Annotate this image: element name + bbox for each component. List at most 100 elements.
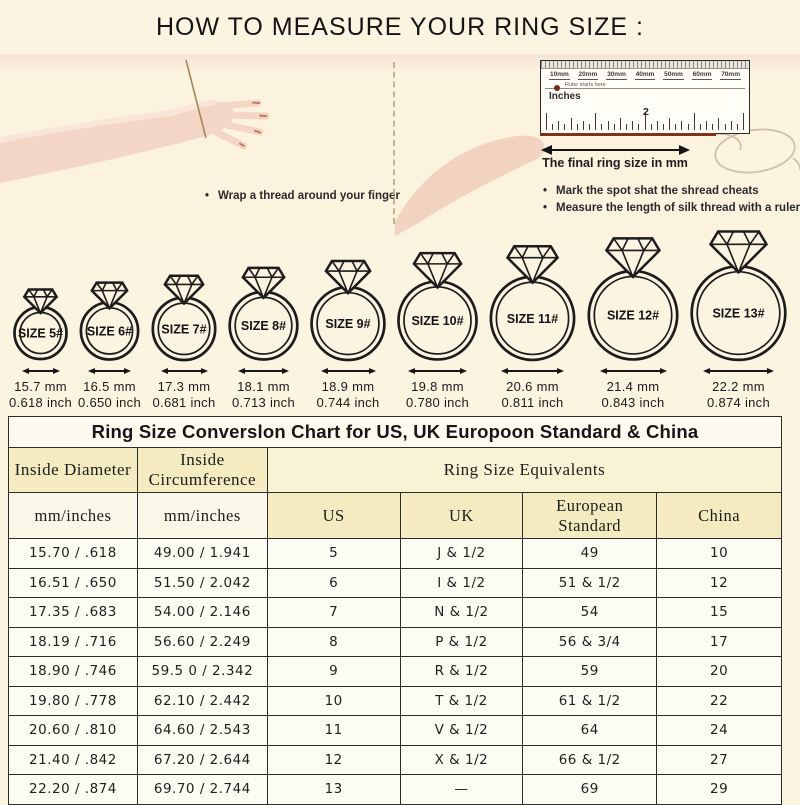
ring-size-label: SIZE 12# <box>607 309 659 323</box>
ruler-tick <box>570 118 572 130</box>
diamond-icon <box>163 274 205 306</box>
table-cell: 20 <box>656 656 782 687</box>
table-cell: 18.90 / .746 <box>8 656 138 687</box>
table-cell: 15 <box>656 597 782 628</box>
thread-line <box>185 59 207 139</box>
hand-with-thread-illustration <box>0 59 270 183</box>
ring-inch-value: 0.780 inch <box>406 395 469 410</box>
table-row: 17.35 / .683 54.00 / 2.146 7 N & 1/2 54 15 <box>8 597 782 628</box>
wrap-thread-panel: • Wrap a thread around your finger <box>0 54 400 238</box>
table-cell: 61 & 1/2 <box>522 685 658 716</box>
table-cell: 7 <box>266 597 401 628</box>
diamond-icon <box>708 230 769 275</box>
header-uk: UK <box>399 492 524 539</box>
table-cell: 17 <box>656 626 782 657</box>
ring-size-item: SIZE 9# 18.9 mm 0.744 inch <box>306 257 390 410</box>
ruler-tick <box>712 124 714 130</box>
table-row: 20.60 / .810 64.60 / 2.543 11 V & 1/2 64 24 <box>8 715 782 746</box>
table-cell: 54.00 / 2.146 <box>136 597 268 628</box>
diamond-icon <box>412 251 463 290</box>
table-cell: 12 <box>656 567 782 598</box>
double-arrow-icon <box>597 366 670 376</box>
ring-inch-value: 0.650 inch <box>78 395 141 410</box>
ruler-tick <box>638 124 640 130</box>
ruler-tick <box>718 118 720 130</box>
header-european-standard: European Standard <box>522 492 658 539</box>
measured-thread-segment <box>540 133 716 136</box>
ruler-tick <box>644 113 646 130</box>
ring-size-label: SIZE 8# <box>241 319 286 333</box>
ring-mm-value: 15.7 mm <box>14 379 67 394</box>
ring-mm-value: 22.2 mm <box>712 379 765 394</box>
final-ring-size-label: The final ring size in mm <box>542 156 688 170</box>
table-cell: 59.5 0 / 2.342 <box>136 656 268 687</box>
ring-diagram: SIZE 11# <box>489 245 576 362</box>
table-cell: — <box>399 774 524 805</box>
ruler-tick <box>662 124 664 130</box>
ruler-tick <box>576 124 578 130</box>
diamond-icon <box>90 281 129 311</box>
ruler-mm-label: 20mm <box>577 71 599 80</box>
ring-mm-value: 17.3 mm <box>157 379 211 394</box>
header-ring-size-equivalents: Ring Size Equivalents <box>266 447 783 493</box>
conversion-table-wrapper: Ring Size Converslon Chart for US, UK Eu… <box>8 416 783 805</box>
bullet-icon: • <box>543 202 548 214</box>
table-title: Ring Size Converslon Chart for US, UK Eu… <box>8 416 782 448</box>
table-cell: 27 <box>656 744 782 775</box>
table-cell: I & 1/2 <box>399 567 524 598</box>
ring-size-item: SIZE 13# 22.2 mm 0.874 inch <box>686 227 791 410</box>
ruler-tick <box>626 124 628 130</box>
thread-loop <box>714 128 796 174</box>
fingernails <box>239 101 267 147</box>
ruler-tick <box>730 121 732 130</box>
ruler-tick <box>601 124 603 130</box>
ring-diagram: SIZE 7# <box>151 274 217 362</box>
ring-size-item: SIZE 5# 15.7 mm 0.618 inch <box>9 286 72 410</box>
ruler-tick <box>681 121 683 130</box>
table-row: 15.70 / .618 49.00 / 1.941 5 J & 1/2 49 10 <box>8 538 782 569</box>
ring-mm-value: 18.1 mm <box>237 379 290 394</box>
ruler-tick <box>743 113 744 130</box>
ruler-start-line <box>545 88 745 89</box>
ring-diagram: SIZE 13# <box>690 230 787 362</box>
ring-size-item: SIZE 11# 20.6 mm 0.811 inch <box>485 242 580 410</box>
ruler-mm-label: 40mm <box>634 71 656 80</box>
bullet-icon: • <box>543 185 548 197</box>
table-cell: 69.70 / 2.744 <box>136 774 268 805</box>
ring-diagram: SIZE 6# <box>79 281 140 361</box>
header-us: US <box>266 492 401 539</box>
ring-size-label: SIZE 7# <box>161 322 206 336</box>
ring-diagram: SIZE 10# <box>397 251 478 361</box>
how-to-measure-section: • Wrap a thread around your finger 10mm 20… <box>0 54 800 238</box>
dashed-divider <box>393 62 395 224</box>
ring-inch-value: 0.713 inch <box>232 395 295 410</box>
double-arrow-icon <box>19 366 63 376</box>
ruler-inches-label: Inches <box>549 91 581 102</box>
ring-size-label: SIZE 11# <box>507 312 558 326</box>
table-cell: 24 <box>656 715 782 746</box>
table-cell: 8 <box>266 626 401 657</box>
ruler-tick <box>736 124 738 130</box>
ring-inch-value: 0.843 inch <box>601 395 665 410</box>
pointing-hand-shape <box>395 135 545 236</box>
table-cell: T & 1/2 <box>399 685 524 716</box>
table-cell: 62.10 / 2.442 <box>136 685 268 716</box>
table-cell: 17.35 / .683 <box>8 597 138 628</box>
ruler-tick <box>582 121 584 130</box>
ruler-start-label: Ruler starts here <box>565 82 606 88</box>
ring-diagram: SIZE 9# <box>310 259 386 362</box>
ring-size-item: SIZE 6# 16.5 mm 0.650 inch <box>75 279 144 410</box>
ring-inch-value: 0.618 inch <box>9 395 72 410</box>
ring-size-label: SIZE 6# <box>87 324 132 338</box>
table-row: 21.40 / .842 67.20 / 2.644 12 X & 1/2 66 & 1… <box>8 744 782 775</box>
measure-thread-panel: 10mm 20mm 30mm 40mm 50mm 60mm 70mm Ruler start… <box>395 54 800 238</box>
table-cell: 64 <box>522 715 658 746</box>
header-mm-inches-circumference: mm/inches <box>136 492 268 539</box>
ring-size-label: SIZE 5# <box>18 327 63 341</box>
ruler-tick <box>564 124 566 130</box>
wrap-thread-instruction: • Wrap a thread around your finger <box>205 190 400 202</box>
double-arrow-icon <box>498 366 567 376</box>
mark-spot-instruction: • Mark the spot shat the shread cheats <box>543 185 759 197</box>
ring-inch-value: 0.744 inch <box>316 395 380 410</box>
table-header-row-1: Inside Diameter Inside Circumference Rin… <box>8 447 783 493</box>
